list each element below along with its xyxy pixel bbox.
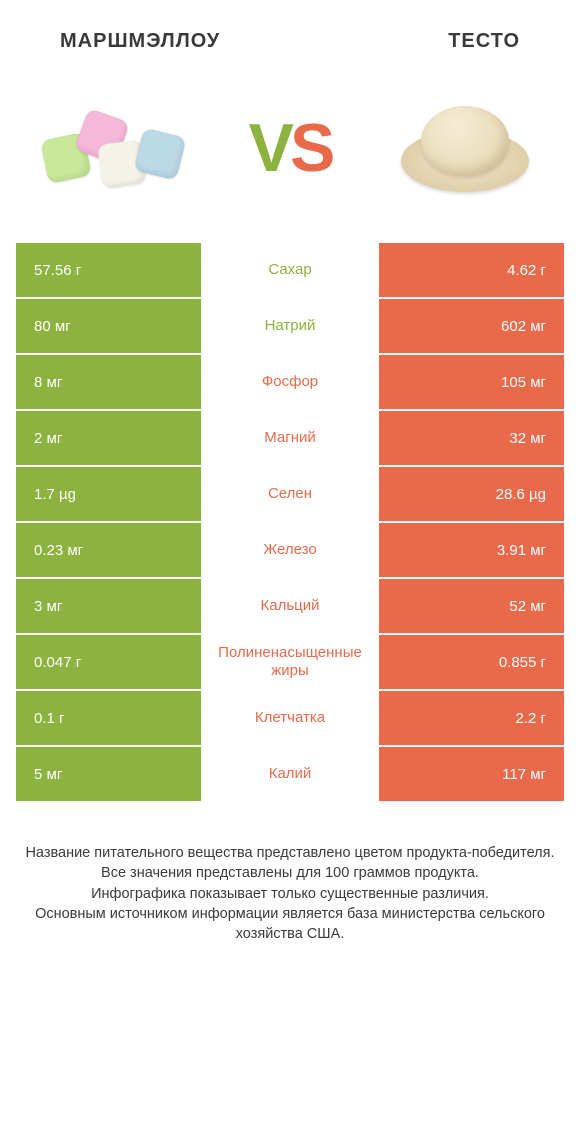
nutrient-label: Полиненасыщенные жиры: [201, 635, 379, 689]
table-row: 80 мгНатрий602 мг: [16, 299, 564, 355]
vs-s: S: [290, 109, 331, 187]
left-value: 3 мг: [16, 579, 201, 633]
nutrient-label: Железо: [201, 523, 379, 577]
nutrient-label: Клетчатка: [201, 691, 379, 745]
table-row: 2 мгМагний32 мг: [16, 411, 564, 467]
table-row: 1.7 µgСелен28.6 µg: [16, 467, 564, 523]
right-value: 3.91 мг: [379, 523, 564, 577]
left-value: 80 мг: [16, 299, 201, 353]
left-value: 0.23 мг: [16, 523, 201, 577]
nutrient-label: Кальций: [201, 579, 379, 633]
comparison-table: 57.56 гСахар4.62 г80 мгНатрий602 мг8 мгФ…: [0, 243, 580, 803]
table-row: 8 мгФосфор105 мг: [16, 355, 564, 411]
hero-row: VS: [0, 63, 580, 243]
nutrient-label: Натрий: [201, 299, 379, 353]
right-value: 52 мг: [379, 579, 564, 633]
left-value: 2 мг: [16, 411, 201, 465]
footer-line: Основным источником информации является …: [20, 904, 560, 945]
left-value: 5 мг: [16, 747, 201, 801]
vs-label: VS: [249, 109, 332, 187]
footer-line: Инфографика показывает только существенн…: [20, 884, 560, 904]
nutrient-label: Магний: [201, 411, 379, 465]
right-value: 32 мг: [379, 411, 564, 465]
footer-line: Все значения представлены для 100 граммо…: [20, 863, 560, 883]
table-row: 0.047 гПолиненасыщенные жиры0.855 г: [16, 635, 564, 691]
left-value: 0.047 г: [16, 635, 201, 689]
right-value: 4.62 г: [379, 243, 564, 297]
right-product-image: [390, 93, 540, 203]
table-row: 3 мгКальций52 мг: [16, 579, 564, 635]
right-value: 2.2 г: [379, 691, 564, 745]
left-product-title: МАРШМЭЛЛОУ: [60, 30, 220, 53]
dough-icon: [395, 98, 535, 198]
nutrient-label: Селен: [201, 467, 379, 521]
table-row: 57.56 гСахар4.62 г: [16, 243, 564, 299]
nutrient-label: Фосфор: [201, 355, 379, 409]
left-value: 0.1 г: [16, 691, 201, 745]
marshmallow-icon: [40, 108, 190, 188]
right-value: 602 мг: [379, 299, 564, 353]
left-value: 57.56 г: [16, 243, 201, 297]
table-row: 5 мгКалий117 мг: [16, 747, 564, 803]
footer-notes: Название питательного вещества представл…: [0, 803, 580, 944]
right-value: 28.6 µg: [379, 467, 564, 521]
nutrient-label: Сахар: [201, 243, 379, 297]
header: МАРШМЭЛЛОУ ТЕСТО: [0, 0, 580, 63]
vs-v: V: [249, 109, 290, 187]
footer-line: Название питательного вещества представл…: [20, 843, 560, 863]
left-product-image: [40, 93, 190, 203]
right-value: 105 мг: [379, 355, 564, 409]
right-value: 117 мг: [379, 747, 564, 801]
left-value: 1.7 µg: [16, 467, 201, 521]
table-row: 0.23 мгЖелезо3.91 мг: [16, 523, 564, 579]
right-value: 0.855 г: [379, 635, 564, 689]
table-row: 0.1 гКлетчатка2.2 г: [16, 691, 564, 747]
left-value: 8 мг: [16, 355, 201, 409]
nutrient-label: Калий: [201, 747, 379, 801]
right-product-title: ТЕСТО: [448, 30, 520, 53]
